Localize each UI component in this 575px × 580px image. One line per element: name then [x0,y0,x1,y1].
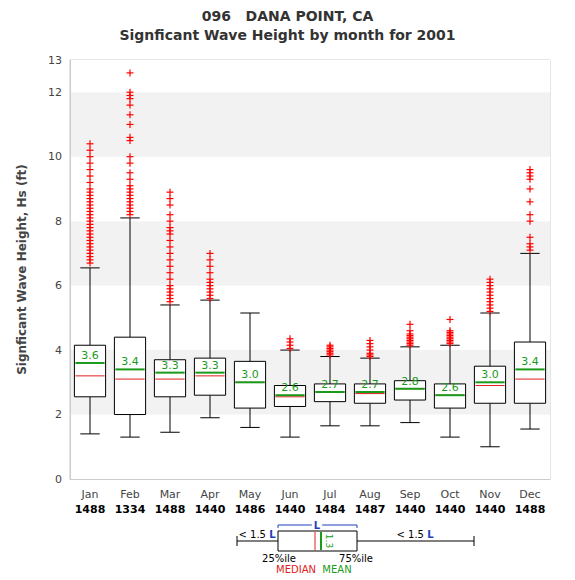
svg-text:3.4: 3.4 [121,355,139,368]
svg-text:12: 12 [48,86,62,99]
svg-text:Oct: Oct [440,488,460,501]
svg-text:1488: 1488 [515,503,546,516]
svg-text:< 1.5: < 1.5 [396,529,427,540]
svg-text:Signficant Wave Height by mont: Signficant Wave Height by month for 2001 [119,27,455,43]
svg-text:6: 6 [55,279,62,292]
svg-text:13: 13 [48,54,62,67]
svg-text:Apr: Apr [200,488,220,501]
svg-text:1440: 1440 [435,503,466,516]
svg-text:Aug: Aug [359,488,380,501]
svg-text:2.6: 2.6 [281,381,299,394]
svg-text:3.3: 3.3 [201,359,219,372]
svg-text:2.6: 2.6 [441,381,459,394]
svg-text:< 1.5: < 1.5 [238,529,269,540]
svg-text:2.7: 2.7 [321,378,339,391]
svg-text:Feb: Feb [120,488,139,501]
svg-text:3.3: 3.3 [161,359,179,372]
svg-text:8: 8 [55,215,62,228]
svg-text:1486: 1486 [235,503,266,516]
svg-text:Jul: Jul [322,488,336,501]
svg-text:1.3: 1.3 [324,534,334,548]
svg-text:4: 4 [55,344,62,357]
svg-text:Mar: Mar [160,488,181,501]
svg-text:L: L [427,529,434,540]
svg-text:2: 2 [55,408,62,421]
svg-text:Sep: Sep [400,488,421,501]
svg-text:1440: 1440 [475,503,506,516]
svg-text:0: 0 [55,473,62,486]
svg-text:1440: 1440 [195,503,226,516]
svg-text:2.7: 2.7 [361,378,379,391]
svg-text:1487: 1487 [355,503,386,516]
svg-text:Dec: Dec [519,488,540,501]
svg-text:Signficant Wave Height, Hs (ft: Signficant Wave Height, Hs (ft) [15,164,29,375]
svg-text:1488: 1488 [155,503,186,516]
svg-text:1440: 1440 [395,503,426,516]
svg-text:Nov: Nov [479,488,501,501]
svg-text:L: L [314,520,321,531]
svg-text:MEDIAN: MEDIAN [276,564,316,575]
svg-text:096 DANA POINT, CA: 096 DANA POINT, CA [202,8,374,24]
svg-text:3.0: 3.0 [241,368,259,381]
svg-text:2.8: 2.8 [401,375,419,388]
svg-text:3.6: 3.6 [81,349,99,362]
svg-text:MEAN: MEAN [322,564,351,575]
svg-text:May: May [239,488,262,501]
svg-text:1440: 1440 [275,503,306,516]
svg-text:Jan: Jan [81,488,99,501]
svg-text:1488: 1488 [75,503,106,516]
svg-text:Jun: Jun [280,488,298,501]
svg-text:10: 10 [48,150,62,163]
svg-text:3.0: 3.0 [481,368,499,381]
svg-text:3.4: 3.4 [521,355,539,368]
svg-text:75%ile: 75%ile [339,553,373,564]
svg-text:1334: 1334 [115,503,146,516]
svg-text:1484: 1484 [315,503,346,516]
svg-text:L: L [269,529,276,540]
svg-text:25%ile: 25%ile [262,553,296,564]
